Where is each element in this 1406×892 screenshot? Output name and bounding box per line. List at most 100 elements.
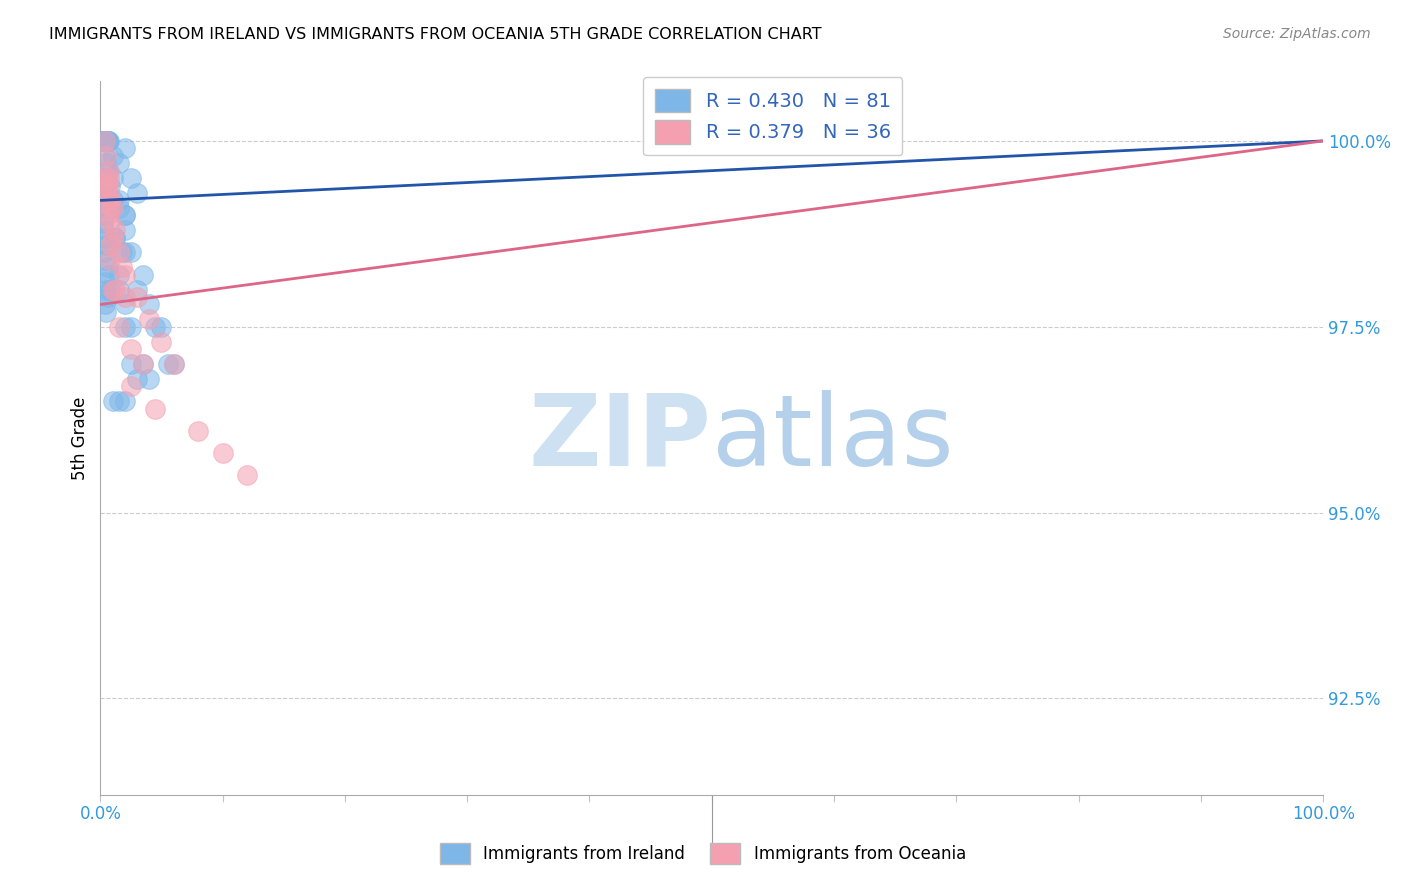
Point (114, 394, 136, 409)
Point (97, 171, 120, 186)
Point (97, 163, 120, 178)
Point (107, 394, 129, 409)
Point (94, 297, 117, 311)
Point (94, 149, 117, 163)
Point (114, 141, 136, 155)
Point (96, 134, 118, 148)
Point (94, 134, 117, 148)
Point (132, 268, 155, 282)
Point (101, 283, 124, 297)
Point (100, 238, 122, 252)
Point (98, 178, 121, 193)
Point (150, 319, 173, 334)
Legend: R = 0.430   N = 81, R = 0.379   N = 36: R = 0.430 N = 81, R = 0.379 N = 36 (644, 77, 903, 155)
Point (111, 260, 134, 275)
Point (120, 342, 142, 356)
Point (94, 134, 117, 148)
Point (93, 178, 115, 193)
Point (96, 305, 118, 319)
Point (104, 283, 127, 297)
Point (163, 357, 186, 371)
Point (93, 134, 115, 148)
Point (96, 238, 118, 252)
Point (96, 134, 118, 148)
Point (163, 357, 186, 371)
Point (98, 201, 121, 215)
Text: IMMIGRANTS FROM IRELAND VS IMMIGRANTS FROM OCEANIA 5TH GRADE CORRELATION CHART: IMMIGRANTS FROM IRELAND VS IMMIGRANTS FR… (49, 27, 823, 42)
Point (93, 134, 115, 148)
Point (94, 134, 117, 148)
Point (94, 134, 117, 148)
Point (114, 223, 136, 237)
Point (114, 268, 136, 282)
Point (125, 186, 148, 200)
Point (93, 134, 115, 148)
Point (94, 208, 117, 222)
Point (94, 134, 117, 148)
Point (132, 357, 155, 371)
Point (125, 283, 148, 297)
Point (93, 245, 115, 260)
Point (101, 194, 124, 208)
Point (97, 290, 120, 304)
Point (114, 208, 136, 222)
Point (101, 394, 124, 409)
Point (145, 401, 167, 416)
Point (98, 194, 121, 208)
Legend: Immigrants from Ireland, Immigrants from Oceania: Immigrants from Ireland, Immigrants from… (433, 837, 973, 871)
Point (94, 134, 117, 148)
Point (111, 245, 134, 260)
Point (150, 334, 173, 349)
Point (93, 201, 115, 215)
Point (97, 163, 120, 178)
Text: Source: ZipAtlas.com: Source: ZipAtlas.com (1223, 27, 1371, 41)
Point (97, 134, 120, 148)
Point (120, 357, 142, 371)
Point (101, 230, 124, 244)
Point (97, 134, 120, 148)
Point (104, 223, 127, 237)
Point (96, 149, 118, 163)
Point (104, 230, 127, 244)
Point (114, 319, 136, 334)
Point (107, 201, 129, 215)
Point (96, 178, 118, 193)
Point (93, 134, 115, 148)
Point (94, 275, 117, 289)
Point (132, 357, 155, 371)
Point (94, 186, 117, 200)
Point (138, 312, 160, 326)
Point (187, 424, 209, 438)
Point (97, 178, 120, 193)
Point (156, 357, 179, 371)
Point (101, 171, 124, 186)
Point (125, 290, 148, 304)
Point (91, 134, 114, 148)
Point (138, 297, 160, 311)
Point (97, 186, 120, 200)
Point (101, 201, 124, 215)
Point (98, 216, 121, 230)
Point (93, 223, 115, 237)
Point (145, 319, 167, 334)
Point (97, 268, 120, 282)
Point (91, 216, 114, 230)
Point (93, 134, 115, 148)
Point (98, 283, 121, 297)
Point (114, 245, 136, 260)
Point (107, 156, 129, 170)
Point (97, 208, 120, 222)
Point (107, 245, 129, 260)
Point (107, 194, 129, 208)
Point (138, 372, 160, 386)
Point (107, 319, 129, 334)
Point (94, 171, 117, 186)
Point (114, 297, 136, 311)
Point (96, 156, 118, 170)
Text: ZIP: ZIP (529, 390, 711, 487)
Point (107, 283, 129, 297)
Point (120, 319, 142, 334)
Y-axis label: 5th Grade: 5th Grade (72, 397, 89, 480)
Point (125, 372, 148, 386)
Point (96, 171, 118, 186)
